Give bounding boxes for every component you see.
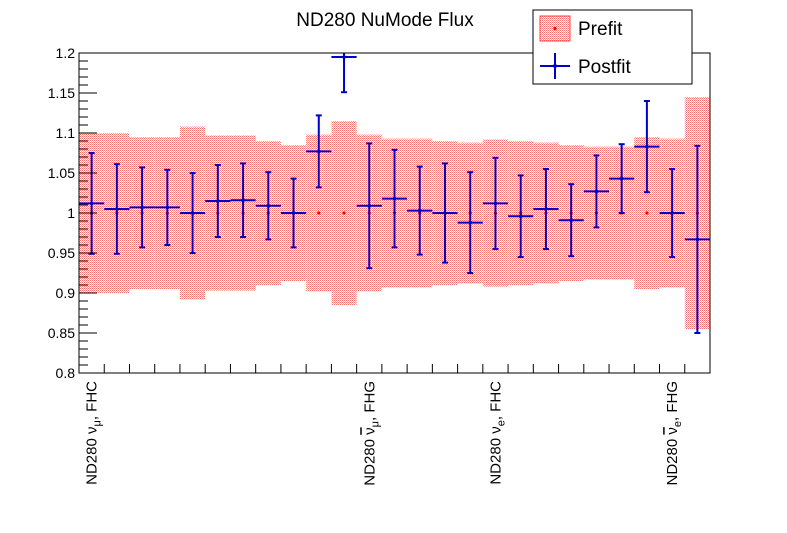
postfit-point bbox=[179, 172, 206, 254]
postfit-marker bbox=[140, 205, 144, 210]
y-tick-label: 1.05 bbox=[48, 165, 75, 181]
postfit-point bbox=[407, 165, 433, 256]
y-tick-label: 0.8 bbox=[56, 365, 76, 381]
postfit-point bbox=[280, 177, 307, 249]
x-axis bbox=[78, 364, 711, 373]
postfit-point bbox=[684, 144, 710, 334]
postfit-marker bbox=[115, 207, 119, 211]
y-axis: 0.8 0.85 0.9 0.95 1 1.05 1.1 1.15 1.2 bbox=[48, 45, 97, 381]
postfit-marker bbox=[594, 189, 599, 194]
postfit-marker bbox=[392, 196, 397, 201]
postfit-series bbox=[79, 53, 710, 334]
postfit-marker bbox=[367, 204, 372, 208]
postfit-marker bbox=[216, 199, 220, 203]
y-tick-label: 1.15 bbox=[48, 85, 75, 101]
postfit-point bbox=[533, 168, 559, 250]
legend-postfit-label: Postfit bbox=[578, 57, 632, 78]
postfit-point bbox=[583, 154, 610, 229]
category-labels: ND280 νμ, FHC ND280 νμ, FHG ND280 νe, FHC N… bbox=[84, 381, 685, 486]
y-tick-label: 0.85 bbox=[48, 325, 75, 341]
postfit-marker bbox=[190, 211, 195, 215]
postfit-point bbox=[205, 164, 231, 238]
category-label: ND280 νμ, FHC bbox=[84, 381, 104, 485]
postfit-marker bbox=[544, 207, 548, 211]
postfit-marker bbox=[468, 220, 473, 225]
category-label: ND280 νe, FHG bbox=[664, 381, 684, 485]
legend: Prefit Postfit bbox=[532, 9, 693, 85]
postfit-marker bbox=[695, 237, 700, 242]
postfit-point bbox=[255, 171, 281, 241]
chart-title: ND280 NuMode Flux bbox=[296, 10, 474, 31]
postfit-marker bbox=[316, 149, 321, 154]
postfit-marker bbox=[645, 144, 649, 149]
postfit-marker bbox=[165, 205, 170, 210]
y-tick-label: 1 bbox=[67, 205, 75, 221]
postfit-marker bbox=[493, 201, 498, 206]
postfit-point bbox=[79, 152, 105, 255]
postfit-point bbox=[432, 162, 458, 264]
postfit-point bbox=[230, 162, 256, 238]
postfit-marker bbox=[518, 214, 523, 218]
postfit-marker bbox=[619, 176, 624, 181]
postfit-point bbox=[104, 163, 130, 255]
legend-prefit-label: Prefit bbox=[578, 19, 623, 40]
category-label: ND280 νμ, FHG bbox=[361, 381, 381, 486]
postfit-marker bbox=[417, 208, 422, 213]
postfit-marker bbox=[569, 218, 573, 222]
postfit-point bbox=[331, 53, 357, 94]
y-tick-label: 0.95 bbox=[48, 245, 75, 261]
postfit-point bbox=[306, 114, 332, 189]
postfit-point bbox=[659, 168, 685, 258]
postfit-point bbox=[129, 166, 155, 249]
postfit-point bbox=[634, 100, 660, 194]
postfit-point bbox=[356, 142, 382, 270]
postfit-point bbox=[381, 148, 408, 249]
postfit-point bbox=[508, 174, 534, 258]
postfit-marker bbox=[291, 211, 296, 215]
postfit-point bbox=[558, 183, 584, 258]
legend-prefit-marker bbox=[553, 26, 557, 31]
prefit-point bbox=[645, 211, 649, 215]
postfit-point bbox=[154, 168, 180, 246]
postfit-marker bbox=[89, 201, 94, 206]
y-tick-label: 0.9 bbox=[56, 285, 76, 301]
postfit-marker bbox=[342, 55, 346, 59]
postfit-marker bbox=[670, 211, 674, 215]
y-tick-label: 1.1 bbox=[56, 125, 76, 141]
postfit-marker bbox=[443, 211, 447, 215]
postfit-marker bbox=[266, 204, 271, 208]
postfit-point bbox=[609, 143, 635, 214]
prefit-point bbox=[342, 211, 346, 215]
prefit-point bbox=[317, 211, 321, 215]
postfit-marker bbox=[241, 198, 245, 202]
postfit-point bbox=[482, 156, 509, 250]
legend-postfit-marker bbox=[553, 64, 557, 68]
postfit-point bbox=[457, 171, 483, 274]
y-tick-label: 1.2 bbox=[56, 45, 76, 61]
category-label: ND280 νe, FHC bbox=[487, 381, 507, 485]
